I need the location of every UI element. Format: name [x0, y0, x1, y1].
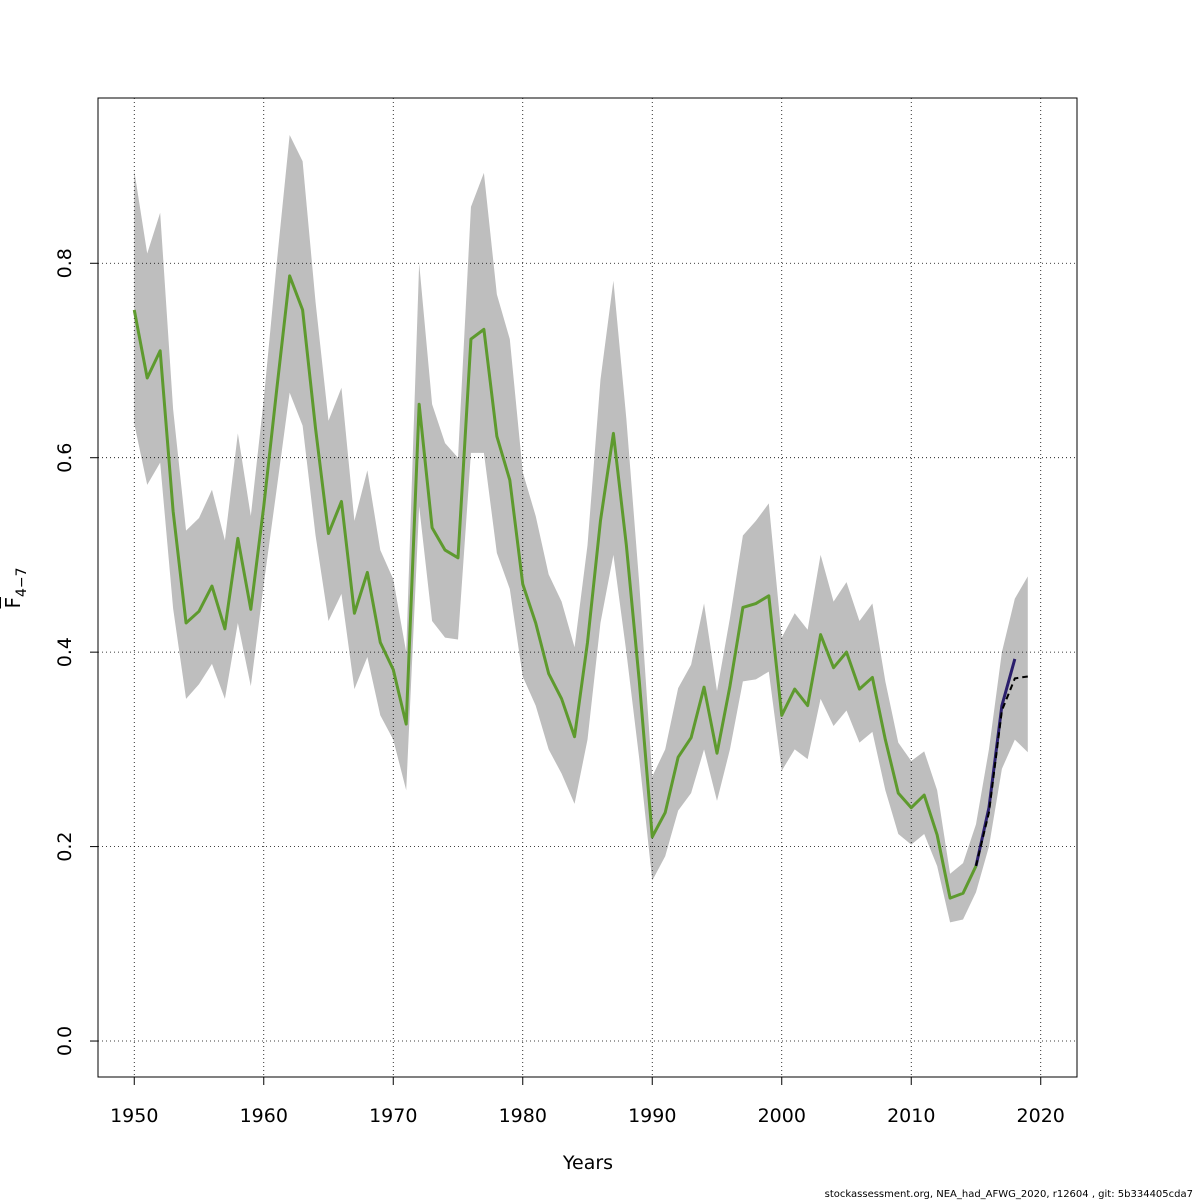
- y-axis-label-main: F: [1, 597, 25, 609]
- y-axis-label-group: F4−7: [1, 567, 30, 608]
- confidence-band: [134, 134, 1028, 923]
- x-tick-label: 1960: [240, 1105, 288, 1127]
- footer: stockassessment.org, NEA_had_AFWG_2020, …: [825, 1189, 1193, 1200]
- y-tick-label: 0.6: [54, 443, 76, 473]
- x-tick-label: 1970: [369, 1105, 417, 1127]
- x-axis-label: Years: [562, 1152, 613, 1174]
- plot-frame: [97, 97, 1078, 1078]
- x-tick-label: 1990: [628, 1105, 676, 1127]
- y-axis-label-sub: 4−7: [14, 567, 30, 597]
- x-tick-label: 2010: [887, 1105, 935, 1127]
- x-tick-label: 2020: [1017, 1105, 1065, 1127]
- x-tick-label: 1980: [499, 1105, 547, 1127]
- y-tick-label: 0.8: [54, 248, 76, 278]
- y-tick-label: 0.4: [54, 637, 76, 667]
- y-tick-label: 0.2: [54, 831, 76, 861]
- y-axis-label: F4−7: [1, 567, 30, 608]
- x-tick-label: 1950: [110, 1105, 158, 1127]
- y-tick-label: 0.0: [54, 1026, 76, 1056]
- x-tick-label: 2000: [758, 1105, 806, 1127]
- series-line: [132, 274, 978, 900]
